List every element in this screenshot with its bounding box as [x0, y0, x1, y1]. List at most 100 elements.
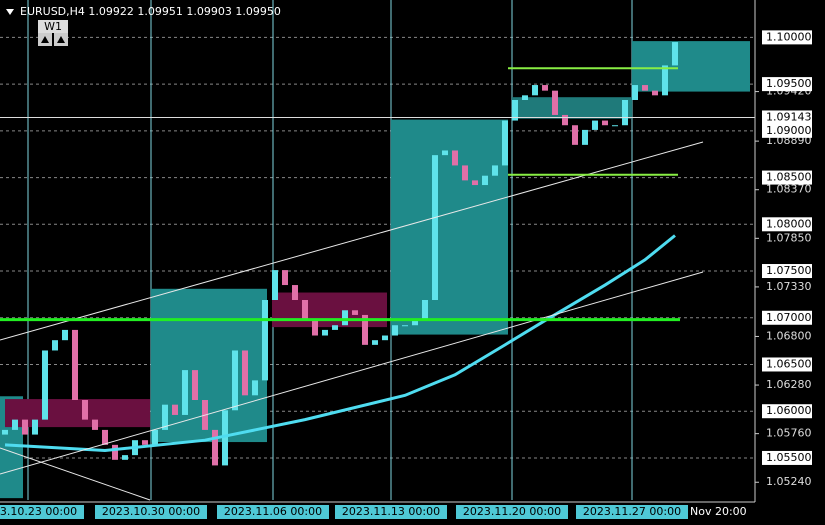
- candle: [112, 444, 118, 460]
- range-box: [272, 292, 387, 328]
- candle: [442, 150, 448, 156]
- overlay: 1.094201.088901.083701.078501.073301.068…: [0, 30, 812, 519]
- candle: [592, 120, 598, 130]
- y-tick-box: [762, 404, 812, 419]
- candle: [102, 429, 108, 445]
- candle: [222, 410, 228, 466]
- range-box: [391, 119, 508, 335]
- y-tick-label: 1.05240: [766, 475, 812, 488]
- scroll-icon: [57, 36, 65, 43]
- candle: [182, 370, 188, 415]
- candle: [412, 320, 418, 326]
- candle: [172, 404, 178, 415]
- candle: [302, 300, 308, 321]
- candle: [492, 165, 498, 176]
- candle: [462, 165, 468, 181]
- y-tick-box: [762, 110, 812, 125]
- y-tick-label: 1.09143: [766, 110, 812, 123]
- x-tick-box: [456, 505, 568, 519]
- range-box: [5, 399, 150, 428]
- candle: [252, 380, 258, 396]
- x-tick-box: [217, 505, 329, 519]
- candle: [82, 400, 88, 420]
- y-tick-box: [762, 450, 812, 465]
- candle: [652, 90, 658, 96]
- y-tick-label: 1.08500: [766, 171, 812, 184]
- candle: [672, 42, 678, 66]
- y-tick-label: 1.08000: [766, 217, 812, 230]
- candle: [122, 455, 128, 460]
- y-tick-box: [762, 170, 812, 185]
- moving-average: [4, 234, 676, 452]
- y-tick-box: [762, 357, 812, 372]
- y-tick-label: 1.07000: [766, 311, 812, 324]
- range-box: [151, 288, 267, 443]
- x-tick-box: [576, 505, 688, 519]
- x-tick-label: 2023.11.27 00:00: [583, 505, 681, 518]
- candle: [632, 85, 638, 100]
- candle: [312, 320, 318, 336]
- candle: [572, 125, 578, 145]
- y-tick-box: [762, 264, 812, 279]
- candle: [372, 340, 378, 345]
- y-tick-box: [762, 123, 812, 138]
- candle: [562, 114, 568, 126]
- candle: [62, 329, 68, 341]
- candle: [52, 340, 58, 351]
- candle: [612, 125, 618, 127]
- y-tick-box: [762, 310, 812, 325]
- candle: [512, 100, 518, 121]
- candle: [532, 85, 538, 96]
- candle: [602, 120, 608, 126]
- y-tick-label: 1.09000: [766, 124, 812, 137]
- candle: [242, 350, 248, 396]
- candle: [232, 350, 238, 411]
- candle: [282, 270, 288, 286]
- candle: [502, 120, 508, 166]
- period-label[interactable]: W1: [44, 20, 62, 33]
- candle: [582, 129, 588, 145]
- candle: [622, 100, 628, 126]
- candle: [432, 155, 438, 300]
- x-tick-label: 2023.11.20 00:00: [463, 505, 561, 518]
- scroll-icon: [41, 36, 49, 43]
- x-tick-label: 2023.10.23 00:00: [0, 505, 77, 518]
- candle: [552, 90, 558, 115]
- y-tick-label: 1.10000: [766, 30, 812, 43]
- trend-line: [0, 271, 704, 475]
- range-box: [632, 41, 750, 92]
- candle: [522, 95, 528, 100]
- x-tick-box: [335, 505, 447, 519]
- menu-arrow[interactable]: [6, 9, 14, 15]
- y-tick-box: [762, 30, 812, 45]
- candle: [212, 429, 218, 466]
- candle: [422, 300, 428, 321]
- y-tick-box: [762, 217, 812, 232]
- candle: [662, 65, 668, 96]
- candle: [362, 314, 368, 345]
- candle: [2, 429, 8, 435]
- candle: [72, 329, 78, 400]
- range-box: [512, 97, 632, 119]
- x-tick-box: [0, 505, 84, 519]
- x-tick-label: 2023.11.06 00:00: [224, 505, 322, 518]
- y-tick-box: [762, 77, 812, 92]
- candle: [292, 285, 298, 300]
- candle: [142, 440, 148, 445]
- candle: [42, 350, 48, 420]
- candle: [322, 329, 328, 336]
- candle: [342, 310, 348, 326]
- candle: [472, 180, 478, 186]
- candle: [162, 404, 168, 430]
- candle: [92, 419, 98, 430]
- y-tick-label: 1.05500: [766, 451, 812, 464]
- candle: [482, 175, 488, 186]
- chart-title: EURUSD,H4 1.09922 1.09951 1.09903 1.0995…: [20, 5, 281, 18]
- period-button[interactable]: [38, 20, 68, 33]
- x-tick-label: Nov 20:00: [690, 505, 747, 518]
- x-tick-label: 2023.11.13 00:00: [342, 505, 440, 518]
- candle: [332, 325, 338, 330]
- y-tick-label: 1.07330: [766, 280, 812, 293]
- y-tick-label: 1.07850: [766, 231, 812, 244]
- y-tick-label: 1.06500: [766, 357, 812, 370]
